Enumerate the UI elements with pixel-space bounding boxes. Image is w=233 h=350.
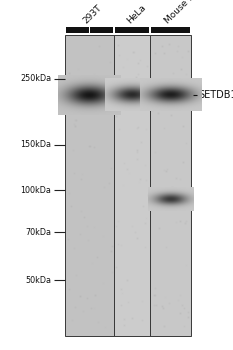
Text: SETDB1: SETDB1 [198,90,233,100]
Bar [66,27,89,33]
Text: 50kDa: 50kDa [25,276,51,285]
Text: 150kDa: 150kDa [20,140,51,149]
Bar [115,27,149,33]
Text: HeLa: HeLa [125,3,147,25]
Text: 293T: 293T [81,3,103,25]
Text: Mouse testis: Mouse testis [163,0,210,25]
Text: 70kDa: 70kDa [25,228,51,237]
Bar [114,35,150,336]
Bar [151,27,190,33]
Bar [150,35,191,336]
Bar [90,27,113,33]
Text: 250kDa: 250kDa [20,74,51,83]
Text: 100kDa: 100kDa [20,186,51,195]
Bar [65,35,114,336]
